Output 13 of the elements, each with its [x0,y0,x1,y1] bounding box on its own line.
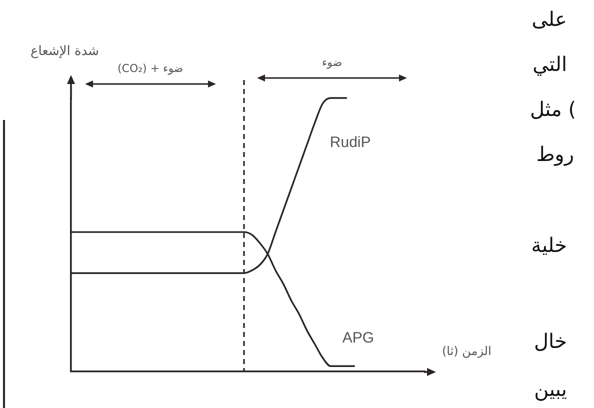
series-label: RudiP [330,134,371,152]
text: التي [532,52,567,76]
x-axis-title: الزمن (ثا) [442,344,492,358]
text: ) مثل [530,96,576,120]
text: خال [534,328,567,352]
text: يبين [534,376,567,400]
text: ضوء + (CO₂) [118,62,184,76]
series-label: APG [342,329,374,346]
text: روط [536,142,574,166]
text: خلية [531,232,567,256]
text: ضوء [322,56,342,70]
y-axis-title: شدة الإشعاع [30,44,100,60]
text: على [532,6,567,30]
